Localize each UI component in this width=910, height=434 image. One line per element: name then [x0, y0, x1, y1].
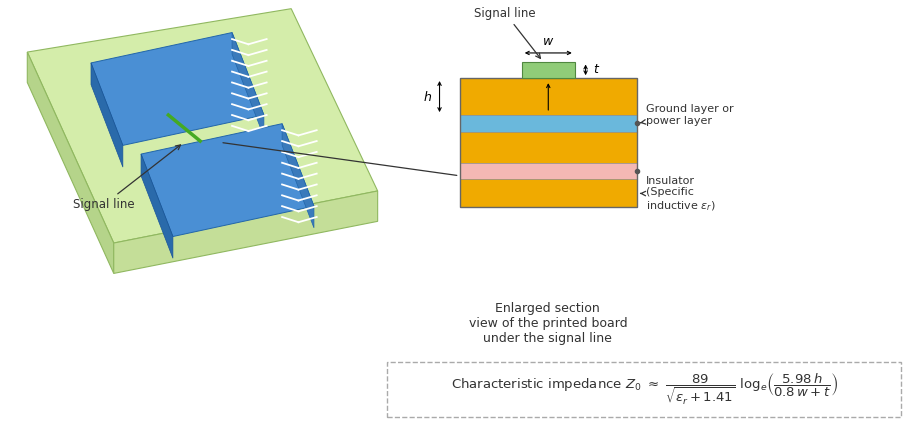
Polygon shape — [27, 9, 378, 243]
Bar — [522, 62, 575, 78]
Text: Ground layer or
power layer: Ground layer or power layer — [641, 104, 733, 126]
Polygon shape — [91, 33, 264, 145]
Text: Insulator
(Specific
inductive $\varepsilon_r$): Insulator (Specific inductive $\varepsil… — [641, 176, 716, 213]
Text: Enlarged section
view of the printed board
under the signal line: Enlarged section view of the printed boa… — [469, 302, 627, 345]
Polygon shape — [114, 191, 378, 273]
Polygon shape — [232, 33, 264, 137]
Bar — [460, 163, 637, 179]
Text: $w$: $w$ — [542, 35, 554, 48]
Text: $t$: $t$ — [593, 63, 601, 76]
FancyBboxPatch shape — [387, 362, 901, 417]
Bar — [460, 179, 637, 207]
Polygon shape — [282, 124, 314, 228]
Bar — [460, 78, 637, 115]
Bar — [460, 132, 637, 163]
Polygon shape — [141, 124, 314, 237]
Text: Signal line: Signal line — [73, 145, 180, 211]
Text: $h$: $h$ — [423, 89, 432, 104]
Bar — [460, 115, 637, 132]
Polygon shape — [141, 154, 173, 258]
Text: Characteristic impedance $Z_0$ $\approx$ $\dfrac{89}{\sqrt{\varepsilon_r + 1.41}: Characteristic impedance $Z_0$ $\approx$… — [450, 372, 838, 408]
Polygon shape — [27, 52, 114, 273]
Bar — [460, 78, 637, 207]
Text: Signal line: Signal line — [474, 7, 541, 58]
Polygon shape — [91, 63, 123, 167]
